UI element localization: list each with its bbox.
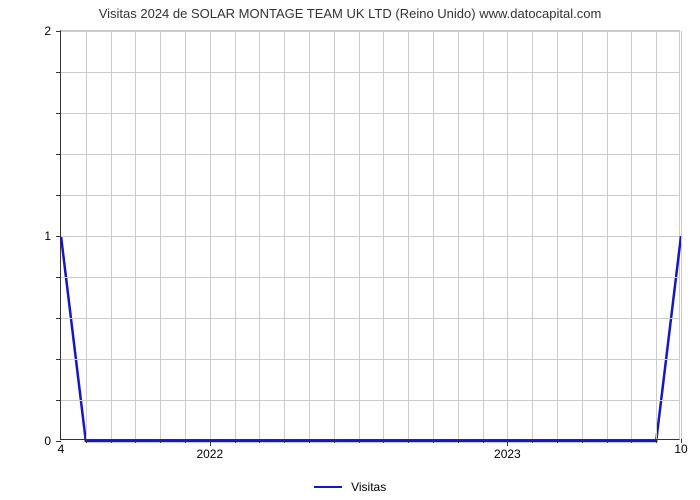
x-tick-major [210,439,211,446]
grid-line-horizontal [61,113,679,114]
grid-line-horizontal [61,195,679,196]
grid-line-horizontal [61,400,679,401]
x-tick-minor [582,439,583,443]
grid-line-vertical [86,31,87,439]
x-tick-minor [408,439,409,443]
x-tick-minor [607,439,608,443]
x-tick-minor [557,439,558,443]
y-tick [56,31,61,32]
chart-title: Visitas 2024 de SOLAR MONTAGE TEAM UK LT… [0,6,700,21]
x-tick-label: 2022 [196,447,223,461]
legend-swatch [314,486,342,488]
grid-line-vertical [681,31,682,439]
grid-line-vertical [259,31,260,439]
y-tick [56,236,61,237]
grid-line-vertical [383,31,384,439]
x-tick-minor [631,439,632,443]
grid-line-vertical [582,31,583,439]
plot-area: 01220222023410 [60,30,680,440]
grid-line-vertical [334,31,335,439]
x-tick-minor [235,439,236,443]
x-tick-minor [458,439,459,443]
grid-line-vertical [284,31,285,439]
grid-line-vertical [111,31,112,439]
y-tick [56,113,61,114]
grid-line-vertical [483,31,484,439]
grid-line-vertical [408,31,409,439]
x-tick-minor [433,439,434,443]
x-tick-minor [259,439,260,443]
x-tick-minor [284,439,285,443]
y-tick [56,72,61,73]
x-tick-minor [383,439,384,443]
x-tick-minor [160,439,161,443]
x-tick-minor [135,439,136,443]
grid-line-vertical [210,31,211,439]
y-tick [56,277,61,278]
grid-line-vertical [160,31,161,439]
x-tick-minor [309,439,310,443]
grid-line-vertical [607,31,608,439]
x-start-label: 4 [58,442,65,456]
x-tick-minor [656,439,657,443]
x-tick-minor [532,439,533,443]
x-end-label: 10 [674,442,687,456]
y-tick [56,195,61,196]
grid-line-vertical [359,31,360,439]
x-tick-minor [86,439,87,443]
grid-line-vertical [309,31,310,439]
grid-line-vertical [135,31,136,439]
y-tick [56,154,61,155]
x-tick-minor [111,439,112,443]
y-tick-label: 1 [44,229,51,243]
grid-line-vertical [458,31,459,439]
grid-line-horizontal [61,318,679,319]
grid-line-horizontal [61,72,679,73]
grid-line-vertical [235,31,236,439]
legend: Visitas [0,479,700,494]
y-tick [56,318,61,319]
x-tick-minor [185,439,186,443]
y-tick [56,400,61,401]
grid-line-horizontal [61,31,679,32]
grid-line-horizontal [61,359,679,360]
grid-line-vertical [557,31,558,439]
x-tick-minor [359,439,360,443]
grid-line-vertical [507,31,508,439]
legend-label: Visitas [351,480,386,494]
x-tick-minor [483,439,484,443]
grid-line-vertical [656,31,657,439]
x-tick-label: 2023 [494,447,521,461]
x-tick-minor [334,439,335,443]
grid-line-horizontal [61,277,679,278]
grid-line-vertical [532,31,533,439]
y-tick-label: 0 [44,434,51,448]
grid-line-horizontal [61,236,679,237]
chart-container: Visitas 2024 de SOLAR MONTAGE TEAM UK LT… [0,0,700,500]
grid-line-horizontal [61,154,679,155]
x-tick-major [507,439,508,446]
grid-line-vertical [631,31,632,439]
grid-line-vertical [185,31,186,439]
y-tick-label: 2 [44,24,51,38]
y-tick [56,359,61,360]
grid-line-vertical [433,31,434,439]
